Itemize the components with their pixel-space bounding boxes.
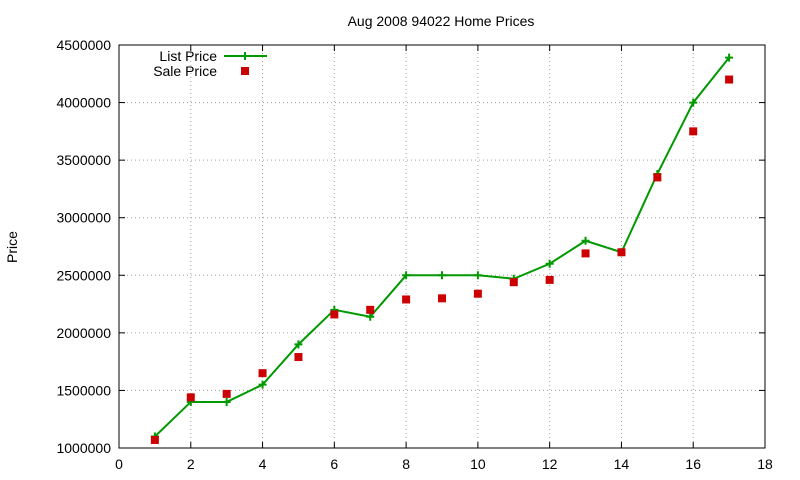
list-price-point — [294, 340, 303, 349]
y-tick-label: 4000000 — [56, 95, 111, 111]
list-price-point — [473, 271, 482, 280]
series-layer — [150, 53, 734, 444]
plot-frame — [118, 44, 766, 449]
sale-price-point — [150, 435, 159, 444]
y-axis-label: Price — [4, 231, 20, 263]
x-tick-label: 14 — [614, 456, 630, 472]
y-tick-label: 1000000 — [56, 440, 111, 456]
x-tick-label: 4 — [259, 456, 267, 472]
list-price-point — [258, 380, 267, 389]
list-price-point — [689, 98, 698, 107]
list-price-point — [581, 236, 590, 245]
y-tick-label: 1500000 — [56, 382, 111, 398]
list-price-point — [366, 312, 375, 321]
axis-ticks: 0 2 4 6 8 10 12 14 16 18 1000000 1500000 2000000 2500… — [56, 37, 773, 472]
sale-price-point — [186, 393, 195, 402]
x-tick-label: 2 — [187, 456, 195, 472]
y-tick-label: 3000000 — [56, 210, 111, 226]
sale-price-point — [509, 278, 518, 287]
y-tick-label: 4500000 — [56, 37, 111, 53]
list-price-point — [725, 53, 734, 62]
sale-price-point — [581, 249, 590, 258]
sale-price-point — [473, 289, 482, 298]
x-tick-label: 8 — [402, 456, 410, 472]
x-tick-label: 12 — [542, 456, 558, 472]
series-list-price — [150, 53, 734, 441]
list-price-point — [545, 259, 554, 268]
sale-price-point — [294, 353, 303, 362]
sale-price-point — [617, 248, 626, 257]
x-tick-label: 10 — [470, 456, 486, 472]
list-price-point — [438, 271, 446, 280]
chart-title: Aug 2008 94022 Home Prices — [348, 13, 535, 29]
x-tick-label: 16 — [685, 456, 701, 472]
y-tick-label: 2500000 — [56, 267, 111, 283]
sale-price-point — [258, 369, 267, 378]
y-tick-label: 2000000 — [56, 325, 111, 341]
x-tick-label: 0 — [115, 456, 123, 472]
list-price-point — [402, 271, 411, 280]
sale-price-point — [222, 389, 231, 398]
x-tick-label: 6 — [330, 456, 338, 472]
sale-price-point — [330, 310, 339, 319]
legend-swatch-marker — [241, 52, 249, 60]
sale-price-point — [545, 275, 554, 284]
legend-label: Sale Price — [153, 63, 217, 79]
sale-price-point — [689, 127, 698, 136]
x-tick-label: 18 — [757, 456, 773, 472]
sale-price-point — [725, 75, 734, 84]
list-price-line — [154, 57, 730, 438]
legend-label: List Price — [159, 48, 217, 64]
grid — [119, 45, 765, 448]
sale-price-point — [438, 294, 446, 303]
sale-price-point — [653, 173, 662, 182]
sale-price-point — [366, 305, 375, 314]
sale-price-point — [402, 295, 411, 304]
y-tick-label: 3500000 — [56, 152, 111, 168]
series-sale-price — [150, 75, 734, 444]
list-price-point — [222, 397, 231, 406]
legend-swatch-marker — [241, 67, 249, 75]
